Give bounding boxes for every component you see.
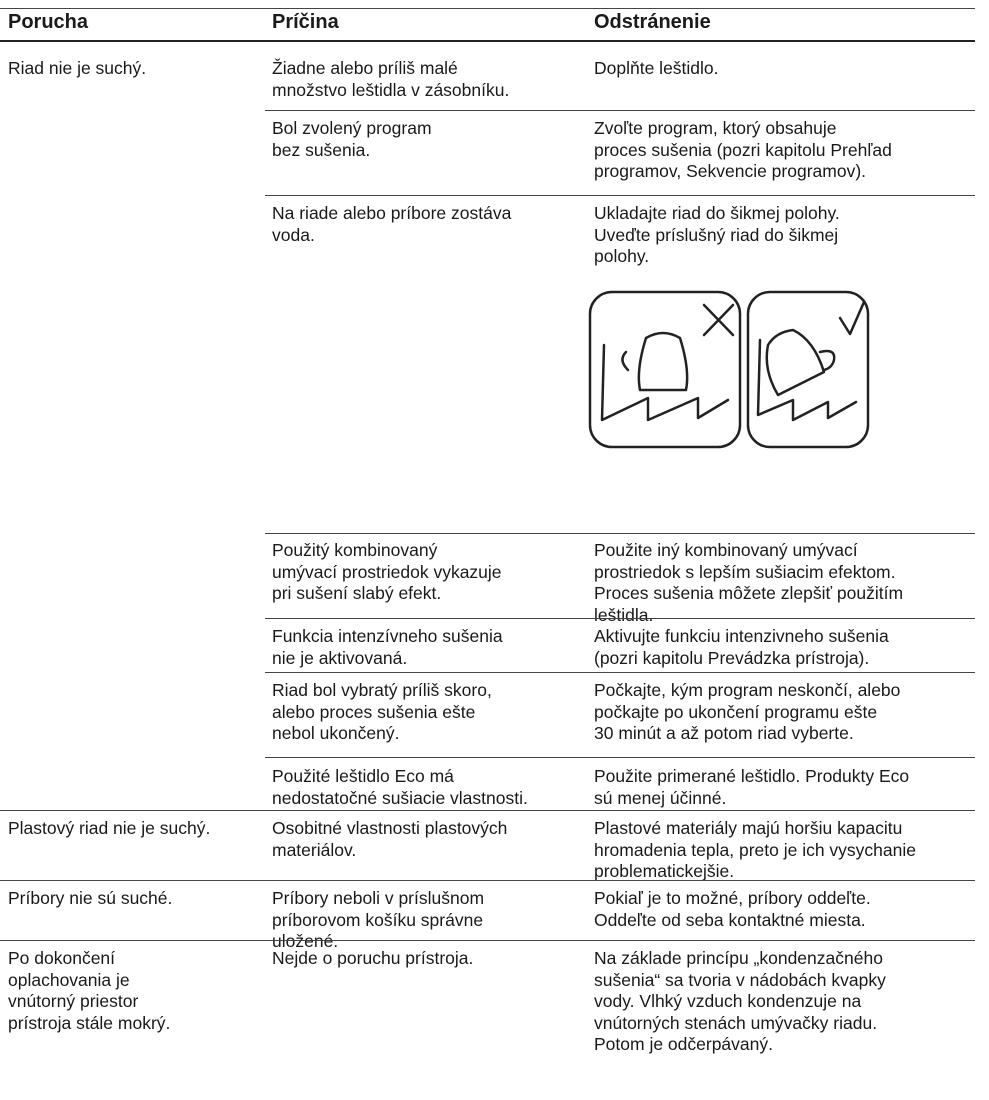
text-line: Uveďte príslušný riad do šikmej bbox=[594, 224, 839, 245]
text-line: programov, Sekvencie programov). bbox=[594, 161, 867, 181]
cause-cell: Použitý kombinovaný umývací prostriedok v… bbox=[272, 540, 502, 605]
text-line: umývací prostriedok vykazuje bbox=[272, 561, 502, 582]
remedy-cell: Použite primerané leštidlo. Produkty Eco… bbox=[594, 766, 909, 809]
cause-cell: Osobitné vlastnosti plastových materiálov… bbox=[272, 818, 507, 861]
cause-cell: Žiadne alebo príliš malé množstvo leštidl… bbox=[272, 58, 509, 101]
cause-cell: Bol zvolený program bez sušenia. bbox=[272, 118, 432, 161]
header-cell: Porucha bbox=[8, 11, 89, 33]
problem-cell: Príbory nie sú suché. bbox=[8, 888, 172, 910]
text-line: nie je aktivovaná. bbox=[272, 647, 408, 668]
row-rule bbox=[0, 940, 975, 941]
remedy-cell: Zvoľte program, ktorý obsahuje proces suš… bbox=[594, 118, 892, 183]
text-line: množstvo leštidla v zásobníku. bbox=[272, 79, 510, 100]
text-line: Potom je odčerpávaný. bbox=[594, 1034, 773, 1054]
remedy-cell: Doplňte leštidlo. bbox=[594, 58, 719, 80]
text-line: Bol zvolený program bbox=[272, 118, 432, 138]
text-line: nebol ukončený. bbox=[272, 723, 400, 743]
remedy-cell: Na základe princípu „kondenzačného sušeni… bbox=[594, 948, 886, 1056]
text-line: pri sušení slabý efekt. bbox=[272, 583, 442, 603]
text-line: Použité leštidlo Eco má bbox=[272, 766, 454, 786]
remedy-cell: Počkajte, kým program neskončí, alebo poč… bbox=[594, 680, 900, 745]
text-line: Použitý kombinovaný bbox=[272, 540, 438, 560]
text-line: Príbory nie sú suché. bbox=[8, 888, 173, 908]
text-line: Počkajte, kým program neskončí, alebo bbox=[594, 680, 901, 700]
text-line: problematickejšie. bbox=[594, 861, 735, 881]
cause-cell: Na riade alebo príbore zostáva voda. bbox=[272, 203, 511, 246]
text-line: vnútorný priestor bbox=[8, 991, 139, 1011]
text-line: Funkcia intenzívneho sušenia bbox=[272, 626, 503, 646]
text-line: Nejde o poruchu prístroja. bbox=[272, 948, 474, 968]
header-cell: Odstránenie bbox=[594, 11, 711, 33]
text-line: voda. bbox=[272, 224, 315, 245]
text-line: Použite primerané leštidlo. Produkty Eco bbox=[594, 766, 910, 786]
text-line: vnútorných stenách umývačky riadu. bbox=[594, 1012, 878, 1033]
text-line: Riad nie je suchý. bbox=[8, 58, 147, 78]
text-line: Použite iný kombinovaný umývací bbox=[594, 540, 858, 560]
text-line: polohy. bbox=[594, 246, 650, 266]
row-rule bbox=[0, 810, 975, 811]
text-line: proces sušenia (pozri kapitolu Prehľad bbox=[594, 139, 892, 160]
text-line: bez sušenia. bbox=[272, 139, 371, 160]
header-rule bbox=[0, 40, 975, 42]
text-line: oplachovania je bbox=[8, 969, 130, 990]
text-line: Na riade alebo príbore zostáva bbox=[272, 203, 512, 223]
problem-cell: Riad nie je suchý. bbox=[8, 58, 146, 80]
text-line: príborovom košíku správne bbox=[272, 909, 484, 930]
subrow-rule bbox=[265, 672, 975, 673]
header-cell: Príčina bbox=[272, 11, 339, 33]
text-line: Doplňte leštidlo. bbox=[594, 58, 719, 78]
remedy-cell: Pokiaľ je to možné, príbory oddeľte. Odde… bbox=[594, 888, 871, 931]
text-line: Proces sušenia môžete zlepšiť použitím bbox=[594, 583, 904, 603]
text-line: Osobitné vlastnosti plastových bbox=[272, 818, 508, 838]
text-line: nedostatočné sušiacie vlastnosti. bbox=[272, 787, 528, 808]
cause-cell: Funkcia intenzívneho sušenia nie je aktiv… bbox=[272, 626, 503, 669]
cause-cell: Príbory neboli v príslušnom príborovom ko… bbox=[272, 888, 484, 953]
subrow-rule bbox=[265, 618, 975, 619]
remedy-cell: Ukladajte riad do šikmej polohy. Uveďte p… bbox=[594, 203, 840, 268]
text-line: Zvoľte program, ktorý obsahuje bbox=[594, 118, 837, 138]
text-line: hromadenia tepla, preto je ich vysychani… bbox=[594, 839, 916, 860]
dish-position-illustration bbox=[588, 290, 870, 449]
text-line: Pokiaľ je to možné, príbory oddeľte. bbox=[594, 888, 871, 908]
problem-cell: Po dokončení oplachovania je vnútorný prie… bbox=[8, 948, 170, 1034]
subrow-rule bbox=[265, 757, 975, 758]
text-line: Žiadne alebo príliš malé bbox=[272, 58, 458, 78]
text-line: Plastový riad nie je suchý. bbox=[8, 818, 211, 838]
cause-cell: Riad bol vybratý príliš skoro, alebo proc… bbox=[272, 680, 492, 745]
subrow-rule bbox=[265, 195, 975, 196]
text-line: Oddeľte od seba kontaktné miesta. bbox=[594, 909, 866, 930]
text-line: vody. Vlhký vzduch kondenzuje na bbox=[594, 991, 862, 1011]
text-line: sušenia“ sa tvoria v nádobách kvapky bbox=[594, 969, 886, 990]
text-line: 30 minút a až potom riad vyberte. bbox=[594, 723, 854, 743]
text-line: alebo proces sušenia ešte bbox=[272, 701, 476, 722]
text-line: Plastové materiály majú horšiu kapacitu bbox=[594, 818, 903, 838]
text-line: Príbory neboli v príslušnom bbox=[272, 888, 485, 908]
top-rule bbox=[0, 8, 975, 9]
text-line: Aktivujte funkciu intenzivneho sušenia bbox=[594, 626, 889, 646]
text-line: sú menej účinné. bbox=[594, 787, 727, 808]
remedy-cell: Aktivujte funkciu intenzivneho sušenia (p… bbox=[594, 626, 889, 669]
remedy-cell: Plastové materiály majú horšiu kapacitu h… bbox=[594, 818, 916, 883]
text-line: materiálov. bbox=[272, 839, 357, 860]
row-rule bbox=[0, 880, 975, 881]
text-line: prostriedok s lepším sušiacim efektom. bbox=[594, 561, 896, 582]
text-line: Ukladajte riad do šikmej polohy. bbox=[594, 203, 840, 223]
cause-cell: Nejde o poruchu prístroja. bbox=[272, 948, 473, 970]
text-line: Na základe princípu „kondenzačného bbox=[594, 948, 883, 968]
text-line: počkajte po ukončení programu ešte bbox=[594, 701, 878, 722]
subrow-rule bbox=[265, 533, 975, 534]
cause-cell: Použité leštidlo Eco má nedostatočné suši… bbox=[272, 766, 528, 809]
remedy-cell: Použite iný kombinovaný umývací prostried… bbox=[594, 540, 903, 626]
text-line: leštidla. bbox=[594, 604, 654, 625]
text-line: (pozri kapitolu Prevádzka prístroja). bbox=[594, 647, 870, 668]
subrow-rule bbox=[265, 110, 975, 111]
text-line: prístroja stále mokrý. bbox=[8, 1012, 171, 1033]
text-line: Riad bol vybratý príliš skoro, bbox=[272, 680, 492, 700]
text-line: uložené. bbox=[272, 931, 339, 951]
problem-cell: Plastový riad nie je suchý. bbox=[8, 818, 210, 840]
text-line: Po dokončení bbox=[8, 948, 116, 968]
